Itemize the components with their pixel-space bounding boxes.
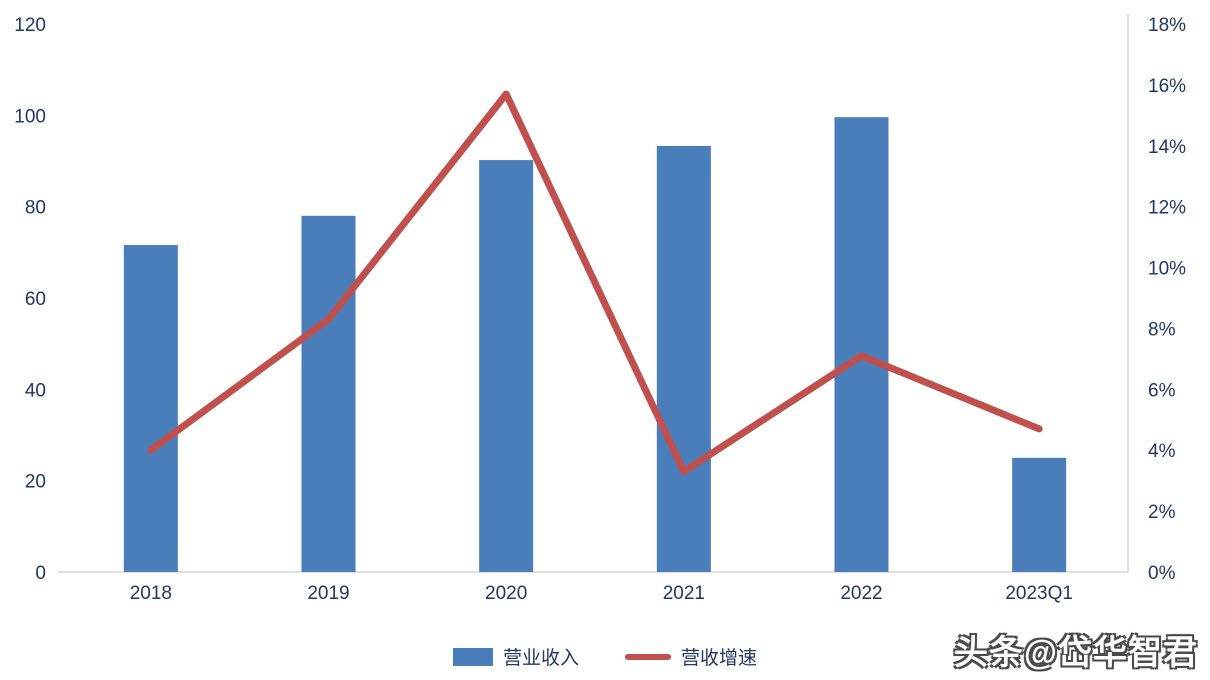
legend: 营业收入 营收增速 <box>0 643 1210 670</box>
right-axis-tick-label: 12% <box>1148 198 1186 219</box>
legend-item-revenue: 营业收入 <box>452 643 579 670</box>
right-axis-tick-label: 0% <box>1148 563 1176 584</box>
right-axis-tick-label: 18% <box>1148 15 1186 36</box>
revenue-bar <box>479 160 534 572</box>
left-axis-tick-label: 100 <box>14 106 46 127</box>
right-axis-tick-label: 14% <box>1148 137 1186 158</box>
x-axis-category-label: 2018 <box>130 583 172 604</box>
bar-series-swatch <box>452 647 493 666</box>
x-axis-category-label: 2022 <box>840 583 882 604</box>
right-axis-tick-label: 10% <box>1148 259 1186 280</box>
legend-item-growth: 营收增速 <box>625 643 757 670</box>
legend-label-revenue: 营业收入 <box>502 648 579 669</box>
right-axis-tick-label: 2% <box>1148 502 1176 523</box>
right-axis-tick-label: 4% <box>1148 441 1176 462</box>
right-axis-tick-label: 6% <box>1148 380 1176 401</box>
line-series-swatch <box>625 653 671 660</box>
left-axis-tick-label: 20 <box>25 472 46 493</box>
revenue-bar <box>301 215 356 573</box>
watermark: 头条@岱华智君 <box>953 634 1198 672</box>
x-axis-category-label: 2019 <box>307 583 349 604</box>
growth-line <box>147 90 1043 476</box>
combo-chart: 0 20 40 60 80 100 120 0% 2% 4% 6% 8% 10% 12% 14% 16% 18%… <box>14 14 1186 604</box>
revenue-bar <box>1012 457 1067 572</box>
revenue-bar <box>834 117 889 572</box>
left-axis-tick-label: 0 <box>35 563 46 584</box>
right-axis-tick-label: 8% <box>1148 319 1176 340</box>
left-axis-tick-label: 80 <box>25 198 46 219</box>
left-axis-tick-label: 40 <box>25 380 46 401</box>
left-axis-tick-label: 60 <box>25 289 46 310</box>
left-axis-tick-label: 120 <box>14 15 46 36</box>
legend-label-growth: 营收增速 <box>681 648 758 669</box>
revenue-bar <box>656 145 711 572</box>
revenue-bar <box>123 245 178 572</box>
x-axis-category-label: 2021 <box>663 583 705 604</box>
right-axis-tick-label: 16% <box>1148 76 1186 97</box>
x-axis-category-label: 2020 <box>485 583 527 604</box>
x-axis-category-label: 2023Q1 <box>1005 583 1073 604</box>
